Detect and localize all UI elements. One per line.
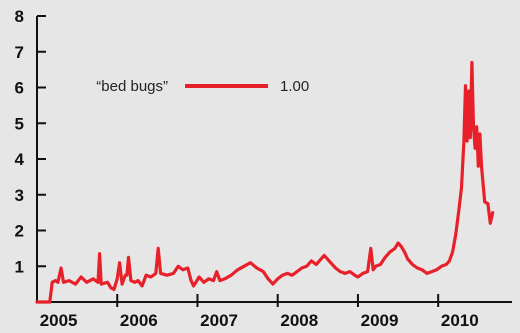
legend: “bed bugs” 1.00 (96, 78, 309, 95)
series-line-bed-bugs (35, 60, 495, 304)
y-tick-label: 3 (15, 186, 24, 205)
y-tick-label: 2 (15, 222, 24, 241)
legend-series-value: 1.00 (280, 78, 309, 95)
x-tick-label: 2009 (361, 311, 399, 330)
x-ticks: 2005 2006 2007 2008 2009 2010 (40, 294, 479, 330)
x-tick-label: 2010 (441, 311, 479, 330)
x-tick-label: 2005 (40, 311, 78, 330)
x-tick-label: 2006 (120, 311, 158, 330)
y-ticks: 1 2 3 4 5 6 7 8 (15, 7, 46, 276)
y-tick-label: 4 (15, 150, 25, 169)
axes (36, 16, 512, 303)
x-tick-label: 2007 (200, 311, 238, 330)
y-tick-label: 6 (15, 79, 24, 98)
y-tick-label: 8 (15, 7, 24, 26)
x-tick-label: 2008 (280, 311, 318, 330)
series-lines (35, 60, 495, 304)
legend-series-name: “bed bugs” (96, 78, 168, 95)
y-tick-label: 1 (15, 257, 24, 276)
y-tick-label: 7 (15, 43, 24, 62)
y-tick-label: 5 (15, 114, 24, 133)
